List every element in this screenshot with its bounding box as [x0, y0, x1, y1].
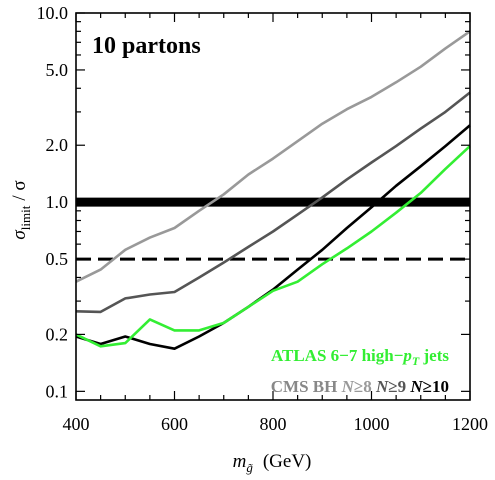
- x-tick-label: 600: [161, 414, 188, 434]
- legend-cms-segment: ≥8: [354, 377, 376, 396]
- legend-atlas-post: jets: [419, 346, 449, 365]
- x-tick-label: 800: [260, 414, 287, 434]
- legend-atlas: ATLAS 6−7 high−pT jets: [271, 346, 449, 368]
- y-tick-label: 2.0: [46, 135, 69, 155]
- y-axis-label: σlimit / σ: [9, 180, 33, 239]
- y-tick-label: 0.2: [46, 324, 69, 344]
- chart-annotation: 10 partons: [92, 33, 201, 59]
- x-tick-label: 1000: [354, 414, 390, 434]
- legend-cms-segment: N: [409, 377, 423, 396]
- y-tick-label: 1.0: [46, 192, 69, 212]
- series-line-4: [75, 145, 471, 348]
- x-axis-label-sub: g̃: [246, 460, 253, 475]
- x-tick-label: 1200: [452, 414, 488, 434]
- y-axis-label-main: σ: [9, 230, 30, 240]
- x-axis-label-unit: (GeV): [263, 451, 312, 472]
- series-line-2: [75, 91, 471, 314]
- series-line-1: [75, 30, 471, 283]
- legend-cms-segment: N: [375, 377, 389, 396]
- legend-cms-segment: N: [341, 377, 355, 396]
- x-axis-label: mg̃ (GeV): [233, 451, 312, 475]
- legend-cms-segment: CMS BH: [271, 377, 342, 396]
- legend-atlas-sub: T: [412, 354, 420, 368]
- y-tick-label: 0.1: [46, 381, 69, 401]
- legend-atlas-pre: ATLAS 6−7 high−: [271, 346, 403, 365]
- y-axis-label-sub: limit: [18, 205, 33, 230]
- legend-cms-segment: ≥10: [423, 377, 449, 396]
- x-axis-label-base: m: [233, 451, 247, 472]
- legend-cms-segment: ≥9: [388, 377, 410, 396]
- x-tick-label: 400: [63, 414, 90, 434]
- y-axis-label-rest: / σ: [9, 180, 30, 200]
- y-tick-label: 5.0: [46, 60, 69, 80]
- y-tick-label: 0.5: [46, 249, 69, 269]
- legend-atlas-var: p: [401, 346, 412, 365]
- y-tick-label: 10.0: [37, 3, 69, 23]
- legend-cms: CMS BH N≥8 N≥9 N≥10: [271, 377, 449, 396]
